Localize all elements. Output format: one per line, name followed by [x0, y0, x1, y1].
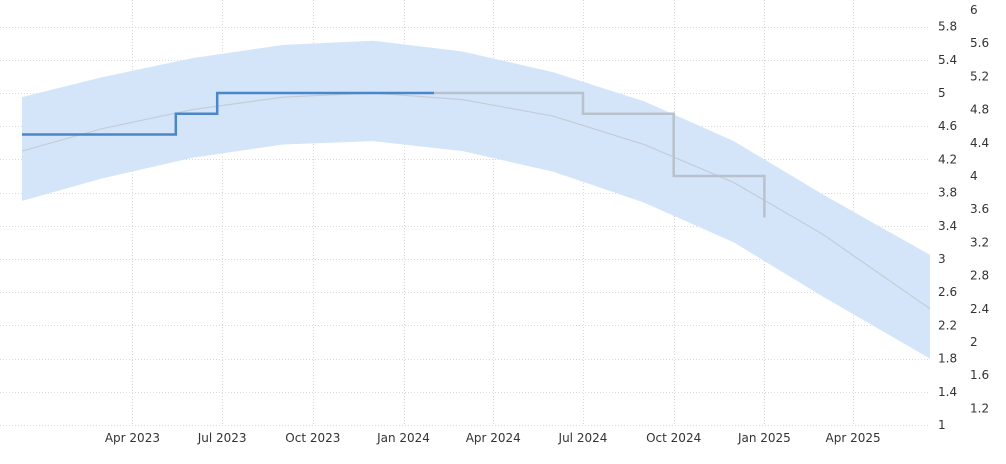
y-axis-inner: 1 1.4 1.8 2.2 2.6 3 3.4 3.8 4.2 4.6 5 5.4 5.8 [938, 20, 957, 432]
y-tick-label-outer: 4.8 [970, 103, 989, 117]
y-tick-label-inner: 3.4 [938, 219, 957, 233]
y-tick-label-inner: 2.6 [938, 285, 957, 299]
y-axis-outer: 1.2 1.6 2 2.4 2.8 3.2 3.6 4 4.4 4.8 5.2 5.6 6 [970, 3, 989, 415]
y-tick-label-inner: 4.2 [938, 152, 957, 166]
confidence-band [22, 40, 930, 359]
y-tick-label-inner: 4.6 [938, 119, 957, 133]
y-tick-label-outer: 4 [970, 169, 978, 183]
y-tick-label-inner: 1 [938, 418, 946, 432]
y-tick-label-outer: 5.6 [970, 36, 989, 50]
y-tick-label-outer: 1.6 [970, 368, 989, 382]
x-tick-label: Apr 2025 [826, 431, 881, 445]
y-tick-label-outer: 5.2 [970, 69, 989, 83]
x-tick-label: Apr 2024 [466, 431, 521, 445]
x-tick-label: Jul 2024 [558, 431, 608, 445]
x-tick-label: Jan 2024 [376, 431, 430, 445]
x-tick-label: Apr 2023 [105, 431, 160, 445]
x-axis: Apr 2023 Jul 2023 Oct 2023 Jan 2024 Apr 2024… [105, 431, 881, 445]
series-line-forecast [434, 91, 766, 218]
y-tick-label-outer: 1.2 [970, 401, 989, 415]
y-tick-label-outer: 3.6 [970, 202, 989, 216]
x-tick-label: Oct 2024 [646, 431, 701, 445]
y-tick-label-inner: 1.8 [938, 352, 957, 366]
x-tick-label: Oct 2023 [285, 431, 340, 445]
y-tick-label-outer: 6 [970, 3, 978, 17]
y-tick-label-inner: 3 [938, 252, 946, 266]
y-tick-label-inner: 1.4 [938, 385, 957, 399]
y-tick-label-inner: 5.8 [938, 20, 957, 34]
y-tick-label-outer: 4.4 [970, 136, 989, 150]
series-lines [22, 91, 766, 218]
y-tick-label-inner: 5 [938, 86, 946, 100]
y-tick-label-inner: 3.8 [938, 186, 957, 200]
y-tick-label-outer: 2.4 [970, 302, 989, 316]
x-tick-label: Jan 2025 [737, 431, 791, 445]
y-tick-label-inner: 2.2 [938, 318, 957, 332]
x-tick-label: Jul 2023 [197, 431, 247, 445]
y-tick-label-outer: 2 [970, 335, 978, 349]
confidence-band-area [22, 40, 930, 359]
y-tick-label-inner: 5.4 [938, 53, 957, 67]
y-tick-label-outer: 3.2 [970, 235, 989, 249]
series-line-actual [22, 91, 435, 136]
y-tick-label-outer: 2.8 [970, 269, 989, 283]
